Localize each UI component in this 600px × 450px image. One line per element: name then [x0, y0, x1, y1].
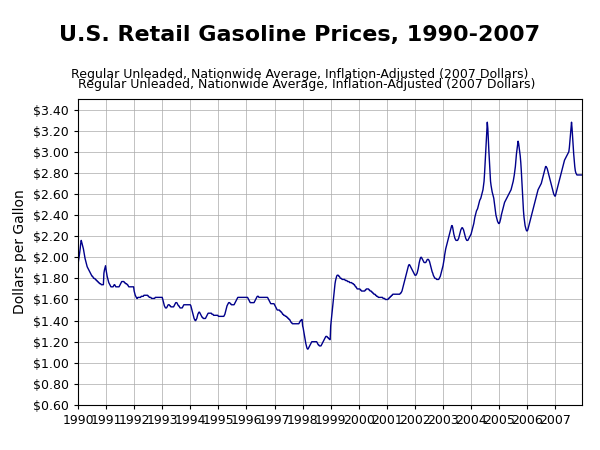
Text: Regular Unleaded, Nationwide Average, Inflation-Adjusted (2007 Dollars): Regular Unleaded, Nationwide Average, In… [71, 68, 529, 81]
Text: U.S. Retail Gasoline Prices, 1990-2007: U.S. Retail Gasoline Prices, 1990-2007 [59, 25, 541, 45]
Y-axis label: Dollars per Gallon: Dollars per Gallon [13, 189, 28, 315]
Text: Regular Unleaded, Nationwide Average, Inflation-Adjusted (2007 Dollars): Regular Unleaded, Nationwide Average, In… [78, 77, 535, 90]
